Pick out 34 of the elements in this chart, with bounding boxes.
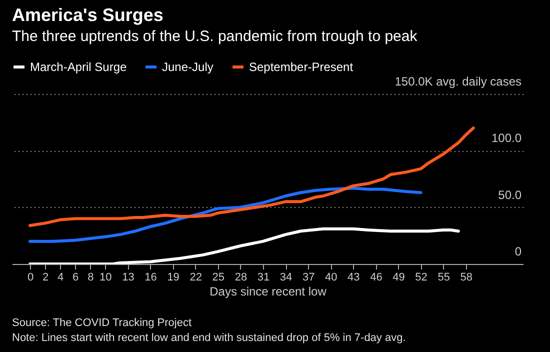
x-tick-label: 8	[88, 272, 94, 284]
chart-title: America's Surges	[12, 4, 164, 26]
x-tick-label: 37	[302, 272, 315, 284]
text: Note: Lines start with recent low and end with sustained drop of 5% in 7-day avg.	[12, 331, 406, 346]
x-tick-label: 2	[42, 272, 49, 284]
source-note: Source: The COVID Tracking Project	[12, 316, 193, 331]
x-tick-label: 49	[392, 272, 405, 284]
x-tick-label: 58	[460, 272, 473, 284]
y-tick-label: 150.0K avg. daily cases	[394, 74, 522, 88]
x-tick-label: 40	[325, 272, 338, 284]
x-tick-label: 31	[257, 272, 270, 284]
y-tick-label: 0	[514, 244, 522, 258]
x-tick-label: 43	[348, 272, 360, 284]
x-tick-label: 46	[370, 272, 382, 284]
x-tick-label: 13	[122, 272, 134, 284]
x-tick-label: 25	[212, 272, 225, 284]
x-tick-label: 34	[280, 272, 292, 284]
legend-label: March-April Surge	[30, 60, 128, 74]
x-tick-label: 10	[100, 272, 112, 284]
x-tick-label: 52	[415, 272, 428, 284]
legend-label: September-Present	[249, 60, 354, 74]
x-tick-label: 4	[58, 272, 64, 284]
legend-label: June-July	[162, 60, 214, 74]
x-tick-label: 55	[438, 272, 450, 284]
x-tick-label: 16	[144, 272, 157, 284]
x-tick-label: 6	[72, 272, 79, 284]
x-tick-label: 0	[27, 272, 34, 284]
y-tick-label: 50.0	[498, 188, 522, 202]
chart-subtitle: The three uptrends of the U.S. pandemic from trough to peak	[12, 27, 418, 47]
y-tick-label: 100.0	[491, 131, 522, 146]
x-tick-label: 19	[167, 272, 180, 284]
x-axis-title: Days since recent low	[210, 284, 327, 298]
x-tick-label: 28	[234, 272, 248, 284]
x-tick-label: 22	[190, 272, 202, 284]
